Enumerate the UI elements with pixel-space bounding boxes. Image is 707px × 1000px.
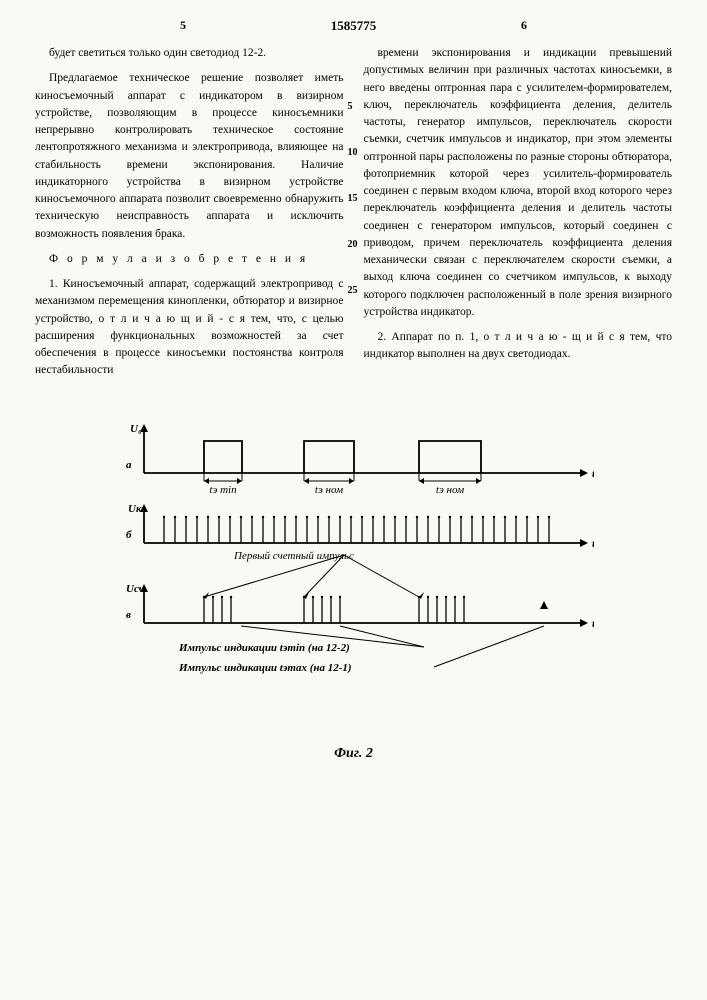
page-num-left: 5 [180,18,186,33]
line-mark-15: 15 [348,194,358,204]
svg-text:в: в [126,609,131,621]
svg-text:t: t [592,618,594,630]
claim-2: 2. Аппарат по п. 1, о т л и ч а ю - щ и … [364,329,673,364]
line-mark-25: 25 [348,286,358,296]
right-column: времени экспонирования и индикации превы… [364,45,673,388]
svg-text:tэ ном: tэ ном [314,484,342,496]
patent-page: 5 6 1585775 5 10 15 20 25 будет светитьс… [0,0,707,1000]
para-solution: Предлагаемое техническое решение позволя… [35,70,344,243]
svg-text:tэ ном: tэ ном [435,484,463,496]
formula-title: Ф о р м у л а и з о б р е т е н и я [35,251,344,268]
svg-text:Импульс индикации tэmin (на 12: Импульс индикации tэmin (на 12-2) [178,642,350,654]
para-led: будет светиться только один светодиод 12… [35,45,344,62]
svg-text:Uсч: Uсч [126,583,145,595]
figure-2: U₀ t a tэ min tэ ном tэ ном Uк t б Первый счетный… [114,418,594,762]
line-mark-5: 5 [348,102,353,112]
document-number: 1585775 [331,18,377,34]
line-mark-10: 10 [348,148,358,158]
page-num-right: 6 [521,18,527,33]
svg-text:б: б [126,529,132,541]
svg-text:t: t [592,538,594,550]
claim-1-start: 1. Киносъемочный аппарат, содержащий эле… [35,276,344,380]
timing-diagram-svg: U₀ t a tэ min tэ ном tэ ном Uк t б Первый счетный… [114,418,594,738]
text-columns: будет светиться только один светодиод 12… [35,45,672,388]
left-column: будет светиться только один светодиод 12… [35,45,344,388]
figure-caption: Фиг. 2 [114,746,594,762]
svg-text:tэ min: tэ min [209,484,237,496]
line-mark-20: 20 [348,240,358,250]
svg-text:Первый счетный импульс: Первый счетный импульс [233,550,354,562]
svg-text:t: t [592,468,594,480]
claim-1-cont: времени экспонирования и индикации превы… [364,45,673,321]
svg-text:Uк: Uк [128,503,142,515]
svg-text:a: a [126,459,132,471]
svg-text:Импульс индикации tэmax (на 12: Импульс индикации tэmax (на 12-1) [178,662,352,674]
svg-text:U₀: U₀ [130,423,142,435]
